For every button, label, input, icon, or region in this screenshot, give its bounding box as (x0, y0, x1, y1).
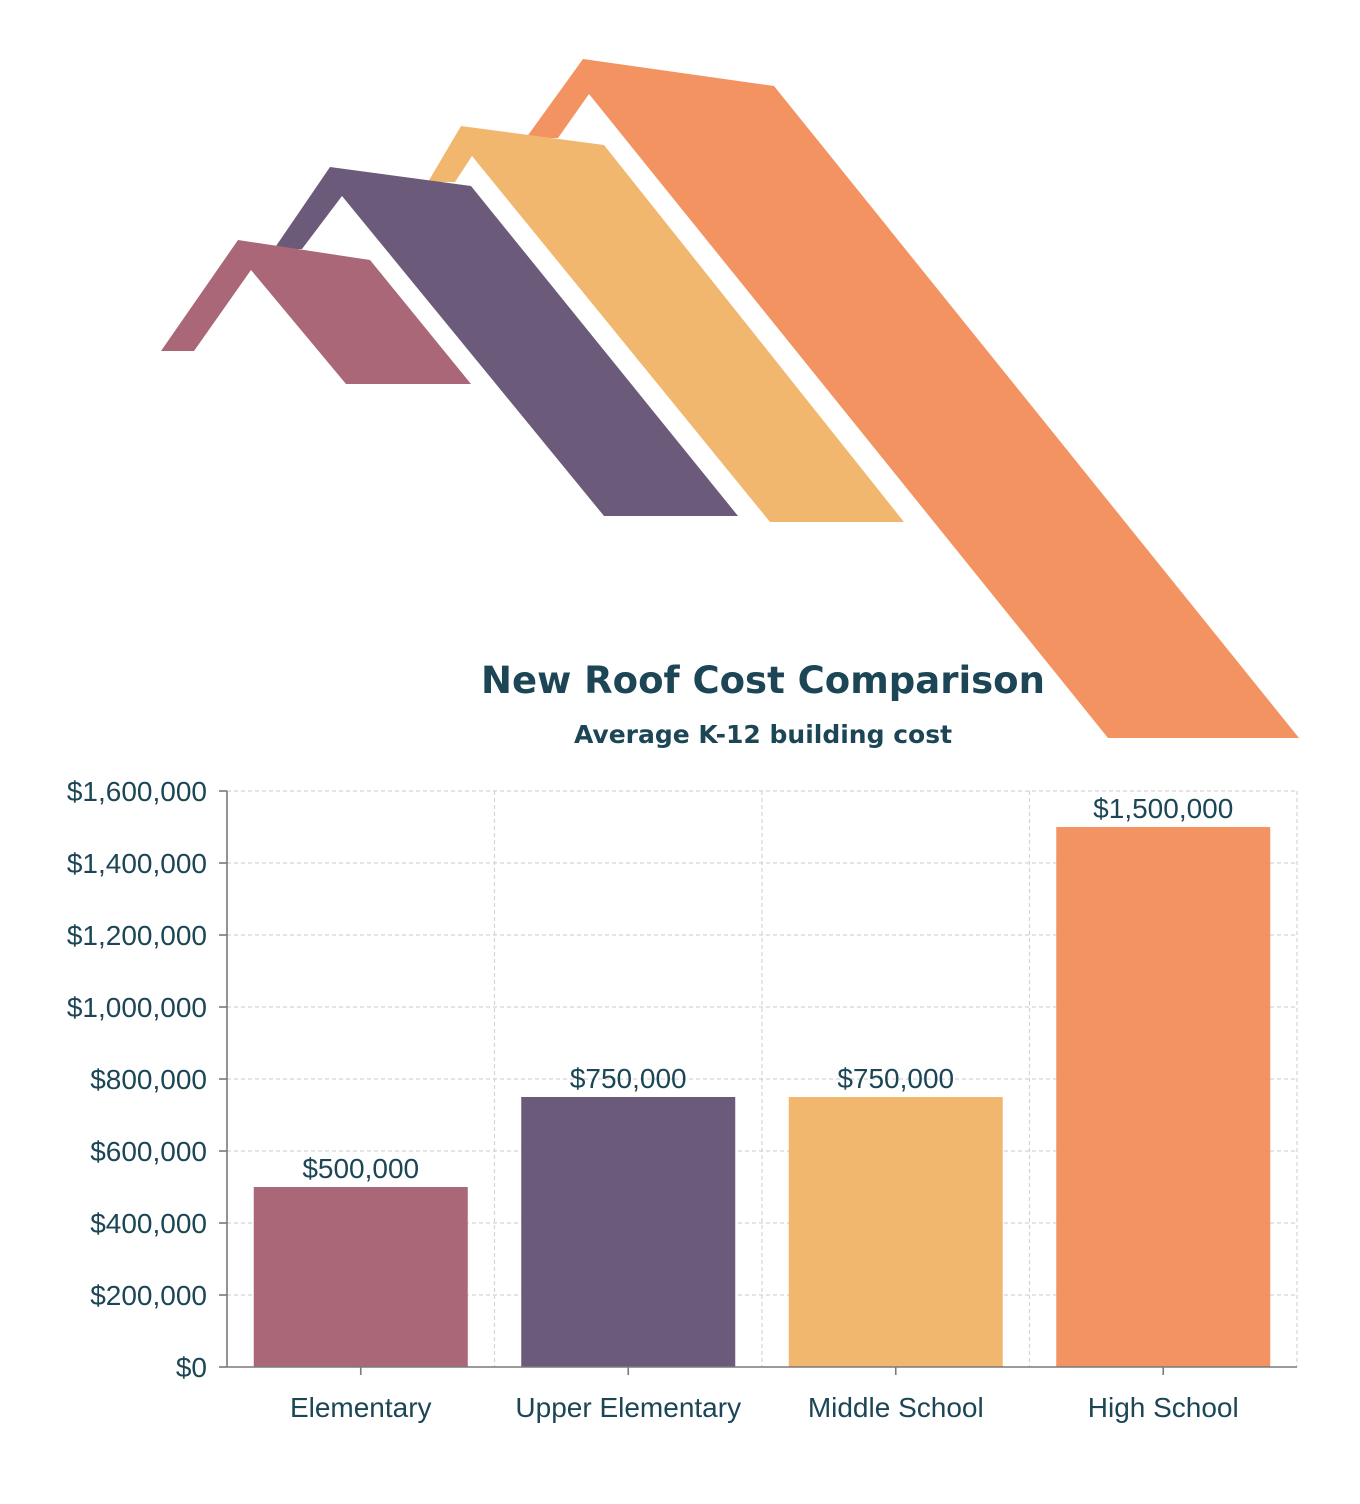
y-tick-label: $1,000,000 (67, 992, 207, 1023)
chart-title: New Roof Cost Comparison (481, 659, 1045, 702)
data-labels: $500,000 $750,000 $750,000 $1,500,000 (302, 793, 1233, 1184)
bar-high-school (1056, 827, 1271, 1367)
bar-middle-school (788, 1097, 1003, 1367)
roof-high-school-icon (526, 59, 1299, 738)
chart-subtitle: Average K-12 building cost (574, 720, 952, 749)
y-tick-label: $400,000 (90, 1208, 207, 1239)
x-tick-label: Elementary (290, 1392, 432, 1423)
data-label: $750,000 (570, 1063, 687, 1094)
y-tick-label: $1,200,000 (67, 920, 207, 951)
bar-series (253, 827, 1271, 1367)
data-label: $500,000 (302, 1153, 419, 1184)
y-tick-label: $200,000 (90, 1280, 207, 1311)
y-tick-label: $1,600,000 (67, 776, 207, 807)
roof-upper-elementary-icon (274, 167, 738, 516)
y-axis-ticks: $0 $200,000 $400,000 $600,000 $800,000 $1,000… (67, 776, 227, 1383)
roof-illustration (161, 59, 1299, 738)
y-tick-label: $600,000 (90, 1136, 207, 1167)
roof-elementary-icon (161, 240, 471, 384)
x-tick-label: Middle School (808, 1392, 984, 1423)
bar-elementary (253, 1187, 468, 1367)
x-tick-label: High School (1088, 1392, 1239, 1423)
data-label: $1,500,000 (1093, 793, 1233, 824)
bar-upper-elementary (521, 1097, 736, 1367)
x-tick-label: Upper Elementary (515, 1392, 741, 1423)
y-tick-label: $1,400,000 (67, 848, 207, 879)
data-label: $750,000 (837, 1063, 954, 1094)
y-tick-label: $0 (176, 1352, 207, 1383)
y-tick-label: $800,000 (90, 1064, 207, 1095)
roof-middle-school-icon (428, 126, 904, 522)
x-axis-ticks: Elementary Upper Elementary Middle School H… (290, 1367, 1239, 1423)
